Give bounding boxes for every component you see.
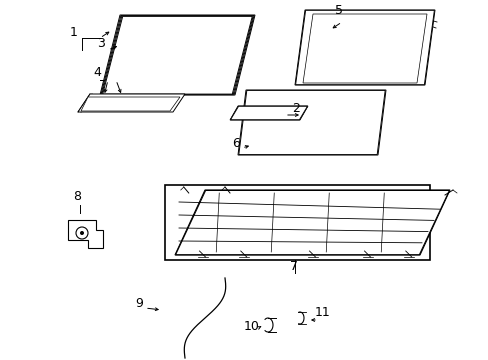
Text: 11: 11: [314, 306, 330, 319]
Circle shape: [80, 231, 84, 235]
Text: 8: 8: [73, 190, 81, 203]
Polygon shape: [101, 15, 254, 95]
Text: 2: 2: [291, 102, 299, 115]
Text: 10: 10: [244, 320, 259, 333]
Polygon shape: [303, 14, 426, 83]
Polygon shape: [230, 106, 307, 120]
Text: 4: 4: [93, 66, 101, 79]
Polygon shape: [68, 220, 103, 248]
Polygon shape: [238, 90, 385, 154]
Polygon shape: [110, 20, 244, 93]
Text: 7: 7: [289, 260, 297, 273]
Text: 6: 6: [231, 137, 240, 150]
Polygon shape: [175, 190, 448, 255]
Bar: [164, 185, 429, 260]
Polygon shape: [238, 90, 385, 155]
Polygon shape: [102, 16, 252, 94]
Text: 3: 3: [97, 37, 104, 50]
Polygon shape: [295, 10, 433, 85]
Polygon shape: [81, 97, 180, 111]
Polygon shape: [230, 106, 307, 120]
Text: 5: 5: [334, 4, 342, 17]
Text: 1: 1: [70, 26, 78, 39]
Text: 9: 9: [135, 297, 142, 310]
Polygon shape: [78, 94, 184, 112]
Polygon shape: [102, 16, 253, 94]
